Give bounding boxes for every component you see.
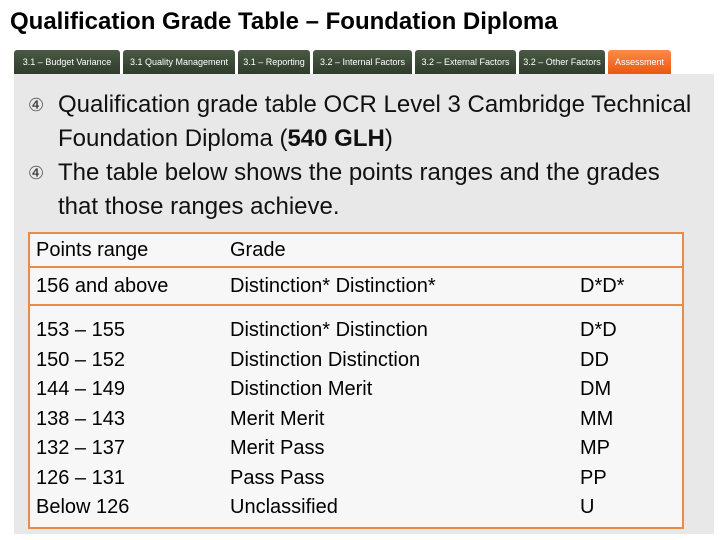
bullet-table-description: ④ The table below shows the points range… xyxy=(28,156,698,224)
tab-reporting[interactable]: 3.1 – Reporting xyxy=(238,50,310,74)
table-row: 156 and above Distinction* Distinction* … xyxy=(29,267,683,306)
table-header-row: Points range Grade xyxy=(29,233,683,268)
tab-assessment[interactable]: Assessment xyxy=(608,50,671,74)
tab-other-factors[interactable]: 3.2 – Other Factors xyxy=(519,50,605,74)
cell-grade: Pass Pass xyxy=(230,466,325,489)
cell-points: 156 and above xyxy=(29,267,224,306)
cell-code: MP xyxy=(580,437,610,459)
cell-points: 126 – 131 xyxy=(36,466,125,489)
cell-points: 153 – 155 xyxy=(36,319,125,341)
bullet-list: ④ Qualification grade table OCR Level 3 … xyxy=(28,88,698,224)
header-points-range: Points range xyxy=(29,233,224,268)
cell-grade: Distinction Distinction xyxy=(230,348,421,371)
bullet-1-text-before: Qualification grade table OCR Level 3 Ca… xyxy=(58,91,692,152)
top-nav: 3.1 – Budget Variance 3.1 Quality Manage… xyxy=(14,50,671,74)
cell-code: PP xyxy=(580,466,607,489)
cell-code: U xyxy=(580,496,595,518)
cell-grade: Distinction* Distinction* xyxy=(224,267,550,306)
bullet-qualification: ④ Qualification grade table OCR Level 3 … xyxy=(28,88,698,156)
cell-code: MM xyxy=(580,407,614,430)
grade-table: Points range Grade 156 and above Distinc… xyxy=(28,232,684,529)
cell-code: D*D* xyxy=(550,267,683,306)
table-row-group: 153 – 155 150 – 152 144 – 149 138 – 143 … xyxy=(29,305,683,528)
tab-quality-management[interactable]: 3.1 Quality Management xyxy=(123,50,235,74)
cell-code: DD xyxy=(580,348,609,371)
tab-external-factors[interactable]: 3.2 – External Factors xyxy=(415,50,516,74)
bullet-1-text-after: ) xyxy=(384,125,393,152)
cell-points: 138 – 143 xyxy=(36,407,125,430)
page-title: Qualification Grade Table – Foundation D… xyxy=(10,8,558,35)
code-column: D*D DD DM MM MP PP U xyxy=(550,305,683,528)
cell-points: Below 126 xyxy=(36,496,130,518)
bullet-1-glh: 540 GLH xyxy=(287,125,385,152)
cell-grade: Distinction Merit xyxy=(230,378,373,400)
grade-column: Distinction* Distinction Distinction Dis… xyxy=(224,305,550,528)
cell-points: 150 – 152 xyxy=(36,348,125,371)
cell-code: DM xyxy=(580,378,612,400)
circled-four-icon: ④ xyxy=(28,163,45,183)
cell-grade: Distinction* Distinction xyxy=(230,319,428,341)
circled-four-icon: ④ xyxy=(28,95,45,115)
cell-points: 132 – 137 xyxy=(36,437,125,459)
header-grade: Grade xyxy=(224,233,550,268)
cell-points: 144 – 149 xyxy=(36,378,125,400)
cell-grade: Merit Pass xyxy=(230,437,325,459)
bullet-2-text: The table below shows the points ranges … xyxy=(58,159,660,220)
tab-internal-factors[interactable]: 3.2 – Internal Factors xyxy=(313,50,412,74)
tab-budget-variance[interactable]: 3.1 – Budget Variance xyxy=(14,50,120,74)
points-column: 153 – 155 150 – 152 144 – 149 138 – 143 … xyxy=(29,305,224,528)
header-code xyxy=(550,233,683,268)
cell-grade: Unclassified xyxy=(230,496,338,518)
cell-code: D*D xyxy=(580,319,617,341)
cell-grade: Merit Merit xyxy=(230,407,325,430)
